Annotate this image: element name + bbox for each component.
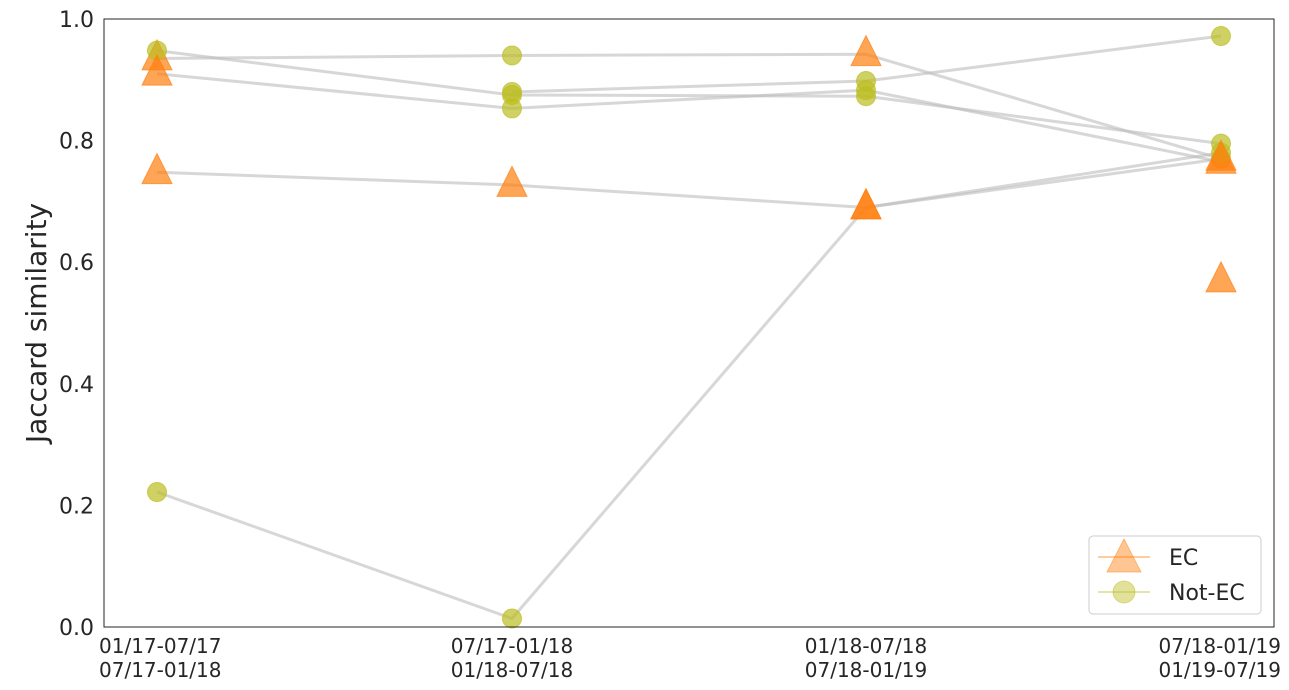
not-ec-circle-marker (147, 482, 167, 503)
x-tick-label: 07/17-01/18 (451, 634, 574, 658)
series-line (156, 151, 1222, 209)
y-tick-label: 0.4 (59, 373, 94, 398)
plot-frame (103, 18, 1275, 628)
ec-triangle-marker (850, 34, 882, 67)
y-axis-ticks: 0.0 0.2 0.4 0.6 0.8 1.0 (59, 8, 94, 641)
series-line (156, 52, 1222, 161)
x-tick-label: 01/17-07/17 (99, 634, 222, 658)
x-tick-label: 01/18-07/18 (451, 658, 574, 682)
legend-ec-triangle-icon (1106, 537, 1142, 573)
not-ec-circle-marker (856, 71, 876, 92)
series-markers (141, 26, 1237, 629)
plot-background (104, 19, 1274, 627)
x-tick-label: 01/18-07/18 (805, 634, 928, 658)
legend-not-ec-label: Not-EC (1169, 581, 1245, 606)
legend-ec-label: EC (1169, 546, 1198, 571)
x-tick-label: 01/19-07/19 (1159, 658, 1282, 682)
y-axis-label: Jaccard similarity (20, 203, 53, 445)
not-ec-circle-marker (502, 45, 522, 66)
series-line (156, 157, 1222, 620)
ec-triangle-marker (1205, 139, 1237, 171)
ec-triangle-marker (141, 54, 173, 86)
not-ec-circle-marker (1211, 26, 1231, 47)
y-tick-label: 0.0 (59, 616, 94, 641)
y-tick-label: 0.6 (59, 251, 94, 276)
x-tick-label: 07/17-01/18 (99, 658, 222, 682)
x-tick-label: 07/18-01/19 (805, 658, 928, 682)
y-tick-label: 0.2 (59, 494, 94, 519)
ec-triangle-marker (141, 152, 173, 185)
series-line (156, 72, 1222, 164)
ec-triangle-marker (850, 187, 882, 220)
x-axis-ticks: 01/17-07/1707/17-01/1807/17-01/1801/18-0… (99, 634, 1281, 682)
x-tick-label: 07/18-01/19 (1159, 634, 1282, 658)
legend-box (1088, 535, 1262, 615)
legend-not-ec-circle-icon (1112, 580, 1136, 604)
not-ec-circle-marker (502, 81, 522, 102)
series-line (156, 49, 1222, 146)
ec-triangle-marker (496, 165, 528, 197)
not-ec-circle-marker (502, 608, 522, 629)
y-tick-label: 0.8 (59, 130, 94, 155)
y-tick-label: 1.0 (59, 8, 94, 33)
legend: EC Not-EC (1088, 535, 1262, 615)
ec-triangle-marker (1205, 260, 1237, 293)
